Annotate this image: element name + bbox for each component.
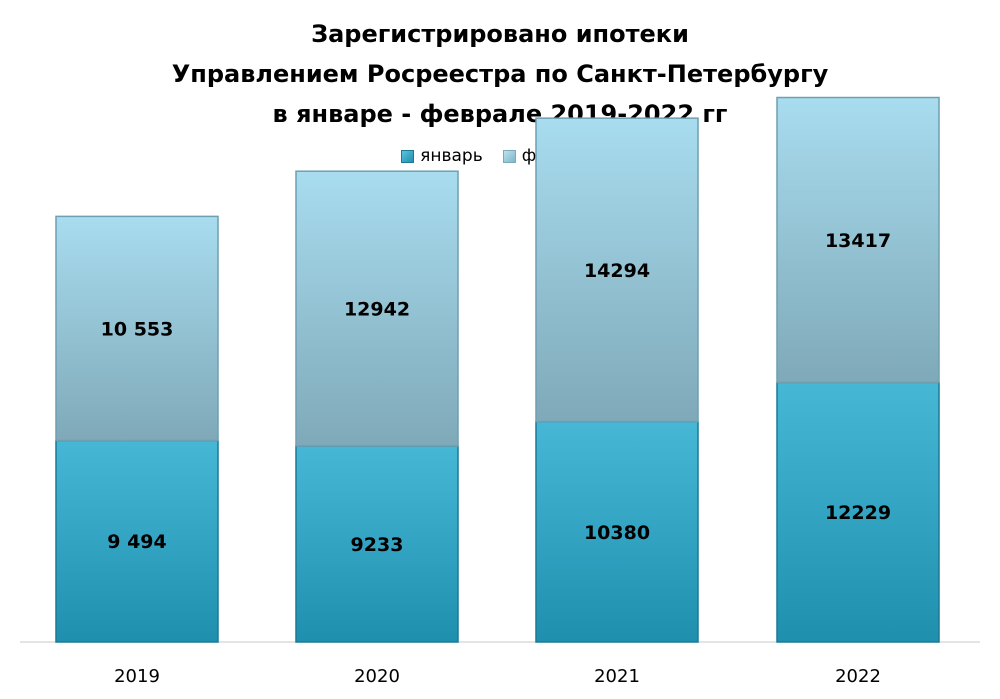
bar-january-2021	[535, 420, 699, 643]
bar-january-2022	[776, 381, 940, 643]
data-label-february-2019: 10 553	[101, 318, 174, 340]
chart-title-line-1: Зарегистрировано ипотеки	[311, 20, 689, 48]
data-label-february-2020: 12942	[344, 299, 410, 321]
data-label-january-2019: 9 494	[107, 531, 167, 553]
data-label-january-2022: 12229	[825, 502, 891, 524]
data-label-february-2022: 13417	[825, 230, 891, 252]
data-label-february-2021: 14294	[584, 260, 650, 282]
legend-swatch-january	[401, 149, 415, 163]
legend-item-january: январь	[401, 146, 483, 166]
data-label-january-2020: 9233	[351, 534, 404, 556]
bar-january-2020	[295, 445, 459, 643]
bar-february-2021	[535, 117, 699, 423]
x-tick-label-2019: 2019	[114, 666, 160, 687]
bar-february-2019	[55, 215, 219, 442]
data-label-january-2021: 10380	[584, 522, 650, 544]
bars-group: 9 494 10 553 9233 12942 10380 14294 12229 13417	[55, 96, 940, 643]
chart-title-line-2: Управлением Росреестра по Санкт-Петербур…	[171, 60, 829, 88]
x-tick-label-2020: 2020	[354, 666, 400, 687]
x-tick-label-2022: 2022	[835, 666, 881, 687]
chart-title: Зарегистрировано ипотеки Управлением Рос…	[0, 14, 1000, 134]
bar-february-2022	[776, 96, 940, 384]
x-tick-labels: 2019 2020 2021 2022	[114, 666, 881, 687]
legend-label-january: январь	[420, 146, 483, 166]
bar-february-2020	[295, 170, 459, 447]
x-tick-label-2021: 2021	[594, 666, 640, 687]
bar-january-2019	[55, 439, 219, 643]
legend-swatch-february	[502, 149, 516, 163]
